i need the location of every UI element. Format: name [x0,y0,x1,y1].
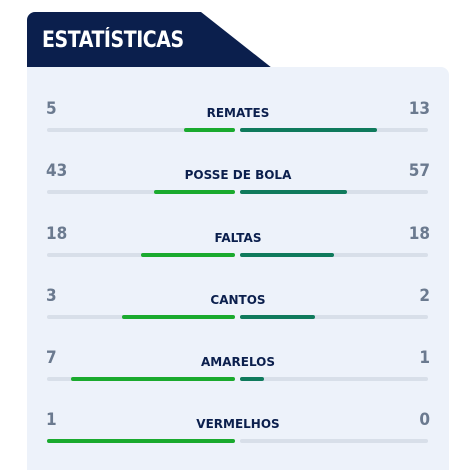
home-value: 18 [46,224,68,244]
stat-row-vermelhos: 1 VERMELHOS 0 [27,410,449,454]
stat-label: CANTOS [210,293,266,307]
home-bar-fill [141,253,235,257]
home-value: 43 [46,161,68,181]
home-bar-fill [184,128,235,132]
stat-row-posse-de-bola: 43 POSSE DE BOLA 57 [27,161,449,205]
stat-label: VERMELHOS [196,417,280,431]
home-value: 1 [46,410,57,430]
home-bar-fill [47,439,235,443]
stat-label: FALTAS [214,231,262,245]
away-bar-track [240,315,428,319]
home-bar-fill [70,377,235,381]
away-bar-fill [240,377,264,381]
home-bar-track [47,377,235,381]
away-bar-track [240,439,428,443]
away-value: 2 [419,286,430,306]
home-bar-track [47,128,235,132]
away-bar-fill [240,190,348,194]
away-value: 13 [408,99,430,119]
stat-label: POSSE DE BOLA [184,168,292,182]
away-bar-track [240,253,428,257]
home-bar-track [47,315,235,319]
away-bar-fill [240,315,316,319]
away-bar-track [240,128,428,132]
home-bar-track [47,439,235,443]
home-bar-fill [122,315,235,319]
away-value: 0 [419,410,430,430]
home-bar-track [47,190,235,194]
away-bar-track [240,377,428,381]
home-value: 3 [46,286,57,306]
home-value: 7 [46,348,57,368]
stat-row-cantos: 3 CANTOS 2 [27,286,449,330]
stat-label: AMARELOS [200,355,275,369]
away-value: 18 [408,224,430,244]
stat-row-faltas: 18 FALTAS 18 [27,224,449,268]
stats-panel: 5 REMATES 13 43 POSSE DE BOLA 57 18 FALT… [27,67,449,470]
away-bar-fill [240,253,334,257]
home-bar-fill [154,190,235,194]
stat-row-amarelos: 7 AMARELOS 1 [27,348,449,392]
stat-label: REMATES [206,106,270,120]
away-bar-track [240,190,428,194]
away-bar-fill [240,128,378,132]
home-value: 5 [46,99,57,119]
home-bar-track [47,253,235,257]
away-value: 57 [408,161,430,181]
stats-header-title: ESTATÍSTICAS [42,27,184,53]
stat-row-remates: 5 REMATES 13 [27,99,449,143]
away-value: 1 [419,348,430,368]
